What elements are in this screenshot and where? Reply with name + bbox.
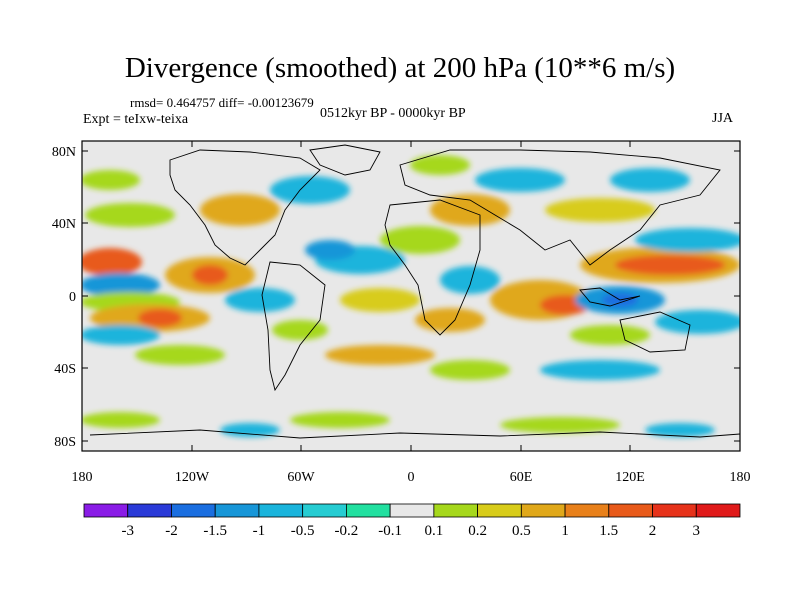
lon-tick-label: 120W <box>175 470 210 485</box>
rmsd-diff-stats: rmsd= 0.464757 diff= -0.00123679 <box>130 95 314 110</box>
colorbar-swatch <box>83 503 129 518</box>
colorbar-label: 3 <box>693 523 701 539</box>
colorbar-label: 0.5 <box>512 523 531 539</box>
colorbar-swatch <box>477 503 522 518</box>
lat-tick-label: 80N <box>52 145 76 160</box>
colorbar-label: 1.5 <box>599 523 618 539</box>
colorbar-swatch <box>127 503 172 518</box>
colorbar-swatch <box>345 503 391 518</box>
colorbar-label: 2 <box>649 523 657 539</box>
lon-tick-label: 60W <box>287 470 315 485</box>
lat-tick-label: 0 <box>69 290 76 305</box>
colorbar-swatch <box>258 503 304 518</box>
colorbar-label: -1.5 <box>203 523 227 539</box>
coastlines <box>89 144 740 439</box>
colorbar-swatch <box>214 503 260 518</box>
colorbar-label: -0.2 <box>335 523 359 539</box>
colorbar-swatch <box>652 503 697 518</box>
colorbar-label: 0.2 <box>468 523 487 539</box>
colorbar-swatch <box>564 503 610 518</box>
lat-tick-label: 40N <box>52 217 76 232</box>
colorbar-label: -3 <box>121 523 134 539</box>
colorbar-label: -0.1 <box>378 523 402 539</box>
lon-tick-label: 180 <box>72 470 93 485</box>
period-label: 0512kyr BP - 0000kyr BP <box>320 106 466 121</box>
lon-tick-label: 120E <box>615 470 645 485</box>
lon-tick-label: 60E <box>510 470 533 485</box>
lon-tick-label: 0 <box>408 470 415 485</box>
colorbar-label: 1 <box>561 523 569 539</box>
colorbar-swatch <box>520 503 566 518</box>
colorbar-label: 0.1 <box>424 523 443 539</box>
colorbar <box>83 503 741 518</box>
colorbar-swatch <box>608 503 653 518</box>
lon-tick-label: 180 <box>730 470 751 485</box>
lat-tick-label: 80S <box>54 435 76 450</box>
colorbar-swatch <box>433 503 479 518</box>
lat-tick-label: 40S <box>54 362 76 377</box>
colorbar-label: -0.5 <box>291 523 315 539</box>
experiment-label: Expt = teIxw-teixa <box>83 112 189 127</box>
colorbar-label: -1 <box>253 523 266 539</box>
colorbar-swatch <box>389 503 435 518</box>
colorbar-swatch <box>302 503 347 518</box>
colorbar-swatch <box>171 503 216 518</box>
plot-title: Divergence (smoothed) at 200 hPa (10**6 … <box>124 52 676 84</box>
season-label: JJA <box>712 111 734 126</box>
contour-field <box>82 141 740 451</box>
colorbar-label: -2 <box>165 523 178 539</box>
colorbar-swatch <box>695 503 741 518</box>
